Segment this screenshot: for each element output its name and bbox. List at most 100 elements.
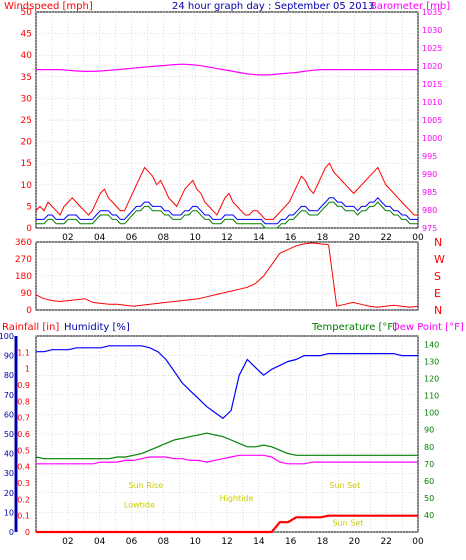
x-tick-label: 20 (349, 233, 361, 243)
humidity-tick-label: 60 (4, 410, 14, 419)
barometer-tick-label: 1005 (422, 116, 442, 125)
rain-tick-label: 0.3 (17, 479, 30, 488)
temperature-tick-label: 130 (424, 358, 439, 367)
rain-tick-label: 1.1 (17, 348, 30, 357)
humidity-tick-label: 80 (4, 371, 14, 380)
x-tick-label: 18 (317, 537, 329, 547)
barometer-tick-label: 980 (422, 206, 437, 215)
rain-tick-label: 0 (25, 528, 30, 537)
compass-label: E (434, 287, 441, 300)
windspeed-tick-label: 30 (21, 94, 33, 104)
rain-tick-label: 0.5 (17, 446, 30, 455)
windspeed-tick-label: 25 (21, 116, 32, 126)
x-tick-label: 06 (126, 537, 138, 547)
series-humidity (36, 345, 418, 420)
humidity-tick-label: 30 (4, 469, 14, 478)
barometer-tick-label: 1030 (422, 26, 442, 35)
humidity-tick-label: 70 (4, 391, 14, 400)
x-tick-label: 16 (285, 233, 297, 243)
temperature-tick-label: 60 (424, 477, 434, 486)
annotation-label: Sun Rise (129, 481, 164, 490)
x-tick-label: 08 (158, 537, 170, 547)
rain-tick-label: 0.4 (17, 463, 30, 472)
x-tick-label: 22 (380, 233, 391, 243)
barometer-tick-label: 975 (422, 224, 437, 233)
humidity-tick-label: 20 (4, 489, 14, 498)
humidity-tick-label: 0 (9, 528, 14, 537)
rainfall-axis-label: Rainfall [in] (2, 322, 59, 333)
compass-label: S (434, 270, 441, 283)
windspeed-tick-label: 15 (21, 159, 32, 169)
x-tick-label: 10 (189, 233, 201, 243)
x-tick-label: 12 (221, 233, 232, 243)
direction-tick-label: 90 (21, 289, 33, 299)
windspeed-tick-label: 35 (21, 73, 32, 83)
direction-tick-label: 360 (15, 238, 32, 248)
humidity-tick-label: 90 (4, 352, 14, 361)
x-tick-label: 02 (62, 233, 73, 243)
barometer-tick-label: 1035 (422, 8, 442, 17)
humidity-tick-label: 10 (4, 508, 14, 517)
annotation-label: Lowtide (124, 501, 155, 510)
barometer-tick-label: 990 (422, 170, 437, 179)
annotation-label: Sun Set (329, 481, 360, 490)
series-barometer (36, 63, 418, 76)
x-tick-label: 20 (349, 537, 361, 547)
dewpoint-axis-label: Dew Point [°F] (392, 322, 464, 333)
compass-label: W (434, 253, 445, 266)
windspeed-axis-label: Windspeed [mph] (4, 1, 93, 12)
barometer-tick-label: 1015 (422, 80, 442, 89)
barometer-tick-label: 1025 (422, 44, 442, 53)
barometer-tick-label: 995 (422, 152, 437, 161)
x-tick-label: 06 (126, 233, 138, 243)
x-tick-label: 12 (221, 537, 232, 547)
windspeed-tick-label: 45 (21, 30, 32, 40)
series-gust (35, 162, 418, 220)
rain-tick-label: 0.9 (17, 381, 30, 390)
compass-label: N (434, 304, 442, 317)
windspeed-tick-label: 10 (21, 181, 33, 191)
rain-tick-label: 1 (25, 365, 30, 374)
x-tick-label: 10 (189, 537, 201, 547)
humidity-axis-label: Humidity [%] (64, 322, 130, 333)
rain-tick-label: 0.6 (17, 430, 30, 439)
x-tick-label: 22 (380, 537, 391, 547)
series-direction (35, 242, 419, 308)
rain-tick-label: 0.2 (17, 495, 30, 504)
temperature-tick-label: 110 (424, 392, 439, 401)
x-tick-label: 18 (317, 233, 329, 243)
rain-tick-label: 0.1 (17, 512, 30, 521)
temperature-tick-label: 80 (424, 443, 434, 452)
x-tick-label: 08 (158, 233, 170, 243)
temperature-tick-label: 100 (424, 409, 439, 418)
rain-tick-label: 0.7 (17, 414, 30, 423)
barometer-axis-label: Barometer [mb] (370, 1, 450, 12)
x-tick-label: 16 (285, 537, 297, 547)
compass-label: N (434, 236, 442, 249)
x-tick-label: 14 (253, 537, 265, 547)
rain-tick-label: 0.8 (17, 397, 30, 406)
series-wind_avg (36, 201, 418, 229)
x-tick-label: 00 (412, 537, 424, 547)
temperature-tick-label: 120 (424, 375, 439, 384)
humidity-tick-label: 100 (0, 332, 14, 341)
x-tick-label: 04 (94, 537, 106, 547)
x-tick-label: 14 (253, 233, 265, 243)
barometer-tick-label: 1020 (422, 62, 442, 71)
barometer-tick-label: 1000 (422, 134, 442, 143)
windspeed-tick-label: 20 (21, 138, 33, 148)
temperature-tick-label: 40 (424, 511, 434, 520)
temperature-axis-label: Temperature [°F] (311, 322, 397, 333)
series-rainfall (36, 514, 418, 534)
humidity-tick-label: 40 (4, 450, 14, 459)
humidity-tick-label: 50 (4, 430, 14, 439)
windspeed-tick-label: 40 (21, 51, 33, 61)
temperature-tick-label: 50 (424, 494, 434, 503)
series-dew_point (36, 454, 418, 465)
chart-title: 24 hour graph day : September 05 2013 (172, 1, 374, 12)
annotation-label: Sun Set (333, 518, 364, 527)
direction-tick-label: 180 (15, 272, 32, 282)
windspeed-tick-label: 0 (26, 224, 32, 234)
x-tick-label: 00 (412, 233, 424, 243)
